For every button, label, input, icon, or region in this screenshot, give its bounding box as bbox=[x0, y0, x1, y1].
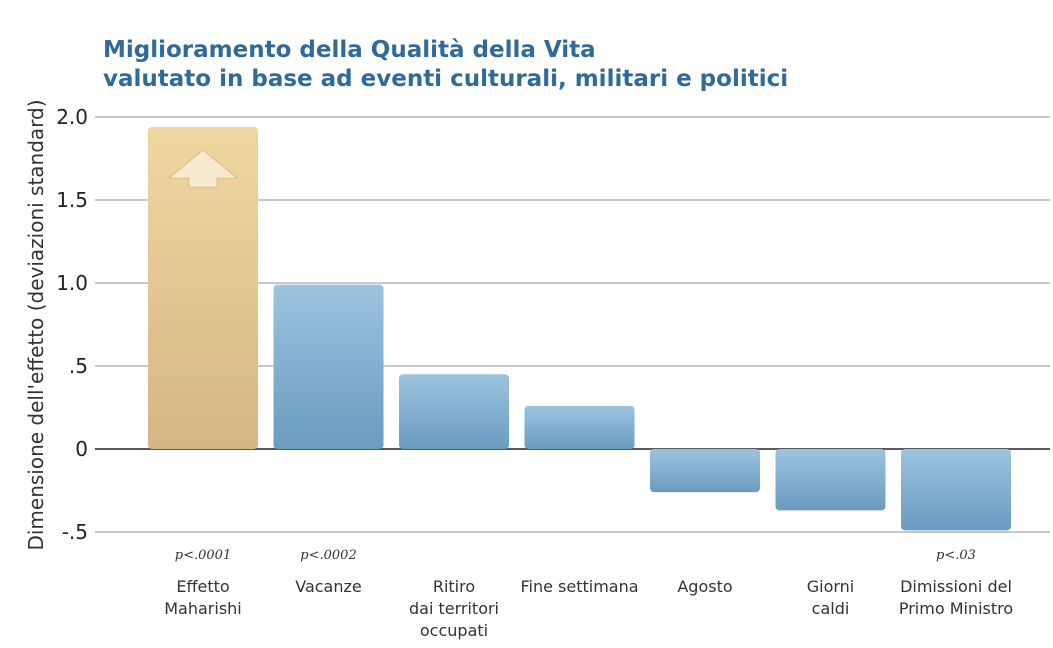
y-tick-label: 2.0 bbox=[56, 105, 88, 129]
p-value-label: p<.0001 bbox=[175, 548, 231, 563]
y-tick-label: 1.5 bbox=[56, 188, 88, 212]
bar bbox=[775, 449, 886, 511]
title-line: Miglioramento della Qualità della Vita bbox=[103, 37, 596, 63]
y-tick-label: -.5 bbox=[62, 520, 88, 544]
x-tick-label: occupati bbox=[420, 621, 488, 640]
x-tick-label: Maharishi bbox=[164, 599, 242, 618]
bar bbox=[901, 449, 1011, 531]
x-tick-label: Vacanze bbox=[295, 577, 362, 596]
p-value-label: p<.0002 bbox=[300, 548, 356, 563]
bar bbox=[399, 374, 509, 449]
x-tick-label: dai territori bbox=[409, 599, 499, 618]
x-tick-label: Fine settimana bbox=[520, 577, 638, 596]
subtitle-line: valutato in base ad eventi culturali, mi… bbox=[103, 66, 789, 92]
y-tick-label: 0 bbox=[75, 437, 88, 461]
p-value-label: p<.03 bbox=[936, 548, 976, 563]
chart-title: Miglioramento della Qualità della Vita v… bbox=[103, 36, 788, 94]
x-tick-label: Giorni bbox=[807, 577, 855, 596]
bar bbox=[524, 405, 635, 449]
x-tick-label: Agosto bbox=[677, 577, 732, 596]
x-tick-label: Effetto bbox=[176, 577, 229, 596]
x-tick-label: Primo Ministro bbox=[899, 599, 1013, 618]
bar bbox=[273, 284, 384, 449]
x-tick-label: Ritiro bbox=[433, 577, 475, 596]
arrow-up-icon bbox=[168, 149, 238, 188]
x-tick-label: caldi bbox=[812, 599, 850, 618]
bar bbox=[148, 126, 258, 450]
y-tick-label: 1.0 bbox=[56, 271, 88, 295]
bar bbox=[650, 449, 760, 493]
x-tick-label: Dimissioni del bbox=[900, 577, 1012, 596]
y-tick-label: .5 bbox=[69, 354, 88, 378]
